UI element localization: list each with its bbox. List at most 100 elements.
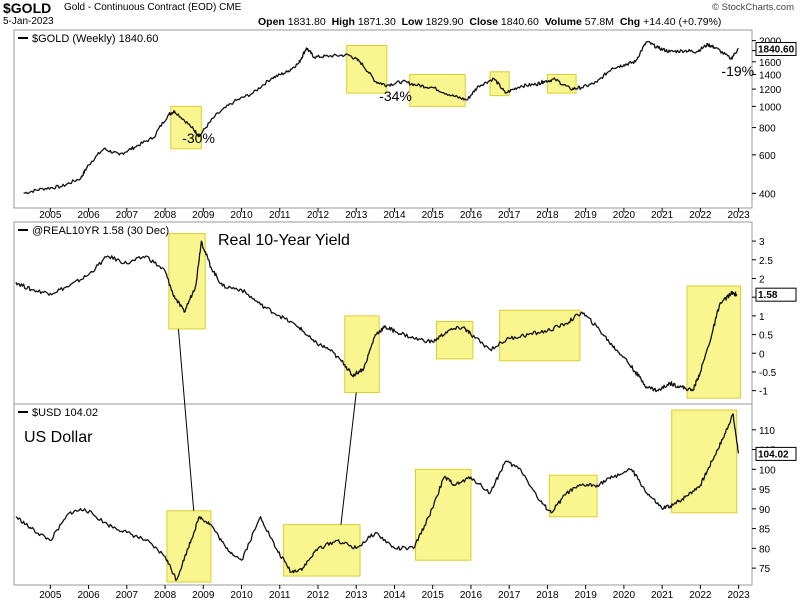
chart-panel-1: $GOLD (Weekly) 1840.60 400 600 800 1000 1200 1… <box>13 29 797 209</box>
x-tick-label: 2006 <box>77 210 100 221</box>
x-tick-label: 2017 <box>498 210 521 221</box>
x-tick-label: 2009 <box>192 590 215 600</box>
y-tick-label: 600 <box>759 151 776 162</box>
y-tick-label: 1 <box>759 312 765 323</box>
x-axis: 2005 2006 2007 2008 2009 2010 2011 2012 2013 2014… <box>39 208 750 600</box>
x-tick-label: 2023 <box>727 210 750 221</box>
credit-label: © StockCharts.com <box>712 2 794 13</box>
symbol-label: $GOLD <box>3 0 52 16</box>
last-value-label: 104.02 <box>758 449 789 460</box>
low-value: 1829.90 <box>425 16 464 28</box>
volume-label: Volume <box>544 16 582 28</box>
highlight-box <box>170 105 202 150</box>
highlight-box <box>283 524 361 577</box>
x-tick-label: 2022 <box>689 590 712 600</box>
y-tick-label: 1400 <box>759 70 782 81</box>
quote-date: 5-Jan-2023 <box>3 16 54 27</box>
annotation-label: -19% <box>721 63 754 79</box>
y-tick-label: 800 <box>759 124 776 135</box>
instrument-name: Gold - Continuous Contract (EOD) CME <box>64 2 241 13</box>
x-tick-label: 2018 <box>536 210 559 221</box>
x-tick-label: 2012 <box>307 210 330 221</box>
highlight-box <box>548 474 598 518</box>
x-tick-label: 2018 <box>536 590 559 600</box>
annotation-label: -34% <box>379 88 412 104</box>
connector-line <box>340 392 357 525</box>
x-tick-label: 2017 <box>498 590 521 600</box>
panel-frame <box>13 29 753 209</box>
y-tick-label: 100 <box>759 465 776 476</box>
x-tick-label: 2020 <box>613 210 636 221</box>
y-tick-label: 95 <box>759 485 771 496</box>
x-tick-label: 2016 <box>460 210 483 221</box>
change-value: +14.40 (+0.79%) <box>643 16 722 28</box>
highlight-box <box>499 309 581 362</box>
y-tick-label: 0 <box>759 349 765 360</box>
x-tick-label: 2021 <box>651 590 674 600</box>
x-tick-label: 2005 <box>39 590 62 600</box>
panel-title: $GOLD (Weekly) 1840.60 <box>32 33 158 45</box>
y-tick-label: 90 <box>759 505 771 516</box>
x-tick-label: 2010 <box>230 210 253 221</box>
x-tick-label: 2015 <box>422 210 445 221</box>
y-tick-label: -0.5 <box>759 368 777 379</box>
close-value: 1840.60 <box>500 16 539 28</box>
highlight-box <box>168 233 206 330</box>
y-tick-label: 3 <box>759 237 765 248</box>
close-label: Close <box>469 16 498 28</box>
instrument-name-text: Gold - Continuous Contract (EOD) <box>64 2 217 13</box>
ohlc-readout: Open 1831.80 High 1871.30 Low 1829.90 Cl… <box>258 16 721 28</box>
x-tick-label: 2006 <box>77 590 100 600</box>
y-tick-label: 0.5 <box>759 331 773 342</box>
x-tick-label: 2022 <box>689 210 712 221</box>
x-tick-label: 2011 <box>269 210 291 221</box>
y-tick-label: 110 <box>759 426 775 437</box>
open-value: 1831.80 <box>287 16 326 28</box>
y-tick-label: 400 <box>759 189 776 200</box>
highlight-box <box>671 409 738 514</box>
low-label: Low <box>401 16 423 28</box>
x-tick-label: 2015 <box>422 590 445 600</box>
panel-subtitle: Real 10-Year Yield <box>218 232 350 249</box>
y-tick-label: 85 <box>759 525 771 536</box>
last-value-box <box>755 42 797 57</box>
last-value-box <box>755 287 797 302</box>
panel-frame <box>13 403 753 586</box>
x-tick-label: 2005 <box>39 210 62 221</box>
x-tick-label: 2008 <box>154 210 177 221</box>
y-tick-label: 1600 <box>759 58 782 69</box>
volume-value: 57.8M <box>584 16 614 28</box>
x-tick-label: 2010 <box>230 590 253 600</box>
x-tick-label: 2013 <box>345 590 368 600</box>
y-tick-label: 1200 <box>759 85 782 96</box>
highlight-box <box>415 468 472 561</box>
last-value-box <box>755 446 797 461</box>
y-tick-label: -1 <box>759 387 768 398</box>
x-tick-label: 2016 <box>460 590 483 600</box>
panel-frame <box>13 221 753 405</box>
y-tick-label: 2.5 <box>759 256 773 267</box>
x-tick-label: 2021 <box>651 210 674 221</box>
chart-header: $GOLD Gold - Continuous Contract (EOD) C… <box>0 0 800 30</box>
y-tick-label: 1000 <box>759 102 782 113</box>
y-tick-label: 2 <box>759 274 765 285</box>
y-tick-label: 75 <box>759 564 771 575</box>
x-tick-label: 2007 <box>116 590 139 600</box>
highlight-box <box>436 320 474 360</box>
last-value-label: 1840.60 <box>758 45 795 56</box>
panel-title: $USD 104.02 <box>32 407 98 419</box>
last-value-label: 1.58 <box>758 290 778 301</box>
x-tick-label: 2012 <box>307 590 330 600</box>
x-tick-label: 2007 <box>116 210 139 221</box>
exchange-label: CME <box>219 2 242 13</box>
x-tick-label: 2014 <box>383 210 406 221</box>
series-line <box>23 40 739 195</box>
x-tick-label: 2008 <box>154 590 177 600</box>
x-tick-label: 2011 <box>269 590 291 600</box>
series-line <box>15 240 738 393</box>
highlight-box <box>346 44 388 94</box>
high-value: 1871.30 <box>357 16 396 28</box>
open-label: Open <box>258 16 285 28</box>
